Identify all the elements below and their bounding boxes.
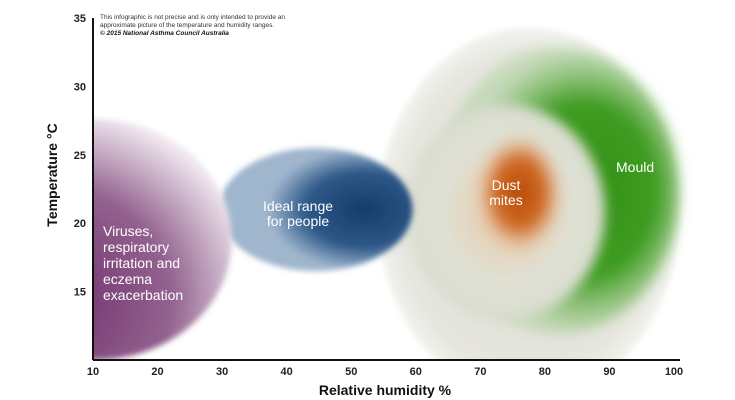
region-label: for people (267, 213, 329, 229)
region-dust-mites (474, 131, 565, 255)
x-tick-label: 100 (665, 366, 683, 378)
region-label: Dust (492, 177, 521, 193)
x-tick-label: 70 (474, 366, 486, 378)
region-label: eczema (103, 271, 152, 287)
region-label: respiratory (103, 239, 169, 255)
y-tick-label: 30 (74, 81, 86, 93)
y-tick-label: 35 (74, 13, 86, 25)
region-label: exacerbation (103, 287, 183, 303)
y-tick-label: 25 (74, 150, 86, 162)
x-tick-label: 80 (539, 366, 551, 378)
region-label: irritation and (103, 255, 180, 271)
x-axis-label: Relative humidity % (319, 382, 452, 398)
copyright: © 2015 National Asthma Council Australia (100, 29, 229, 37)
x-tick-label: 30 (216, 366, 228, 378)
x-tick-label: 40 (281, 366, 293, 378)
note-line-1: This infographic is not precise and is o… (100, 14, 285, 21)
note-line-2: approximate picture of the temperature a… (100, 22, 274, 29)
x-tick-label: 50 (345, 366, 357, 378)
region-ideal-range-for-people (218, 147, 413, 272)
region-label: Ideal range (263, 198, 333, 214)
x-tick-label: 20 (151, 366, 163, 378)
x-tick-label: 10 (87, 366, 99, 378)
x-tick-label: 90 (603, 366, 615, 378)
x-tick-label: 60 (410, 366, 422, 378)
region-label: Viruses, (103, 223, 153, 239)
y-tick-label: 20 (74, 218, 86, 230)
region-label: mites (489, 192, 522, 208)
y-tick-label: 15 (74, 287, 86, 299)
region-label: Mould (616, 159, 654, 175)
y-axis-label: Temperature °C (44, 123, 60, 226)
region-viruses (93, 119, 232, 360)
